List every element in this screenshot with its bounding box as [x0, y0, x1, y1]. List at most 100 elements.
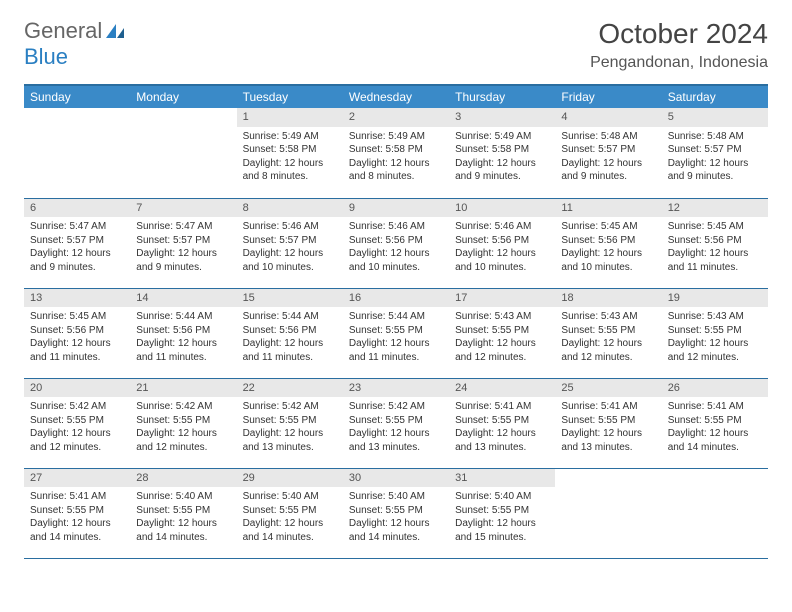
sunrise-text: Sunrise: 5:42 AM [243, 400, 337, 414]
sunset-text: Sunset: 5:56 PM [561, 234, 655, 248]
sunrise-text: Sunrise: 5:41 AM [455, 400, 549, 414]
weekday-header-row: Sunday Monday Tuesday Wednesday Thursday… [24, 85, 768, 108]
day-number: 19 [662, 289, 768, 308]
calendar-day-cell: 27Sunrise: 5:41 AMSunset: 5:55 PMDayligh… [24, 468, 130, 558]
calendar-day-cell: 23Sunrise: 5:42 AMSunset: 5:55 PMDayligh… [343, 378, 449, 468]
day-number: 26 [662, 379, 768, 398]
daylight-text: Daylight: 12 hours and 14 minutes. [243, 517, 337, 544]
day-content: Sunrise: 5:42 AMSunset: 5:55 PMDaylight:… [237, 397, 343, 460]
day-number: 21 [130, 379, 236, 398]
sunset-text: Sunset: 5:55 PM [561, 324, 655, 338]
sunrise-text: Sunrise: 5:46 AM [455, 220, 549, 234]
sunrise-text: Sunrise: 5:47 AM [136, 220, 230, 234]
day-number: 31 [449, 469, 555, 488]
day-number: 2 [343, 108, 449, 127]
daylight-text: Daylight: 12 hours and 11 minutes. [668, 247, 762, 274]
sunset-text: Sunset: 5:55 PM [455, 504, 549, 518]
calendar-day-cell: 8Sunrise: 5:46 AMSunset: 5:57 PMDaylight… [237, 198, 343, 288]
day-content: Sunrise: 5:40 AMSunset: 5:55 PMDaylight:… [130, 487, 236, 550]
daylight-text: Daylight: 12 hours and 9 minutes. [561, 157, 655, 184]
sail-icon [104, 22, 126, 40]
calendar-day-cell: 9Sunrise: 5:46 AMSunset: 5:56 PMDaylight… [343, 198, 449, 288]
day-number: 7 [130, 199, 236, 218]
daylight-text: Daylight: 12 hours and 9 minutes. [455, 157, 549, 184]
brand-part2: Blue [24, 44, 68, 70]
sunset-text: Sunset: 5:57 PM [243, 234, 337, 248]
calendar-day-cell: 21Sunrise: 5:42 AMSunset: 5:55 PMDayligh… [130, 378, 236, 468]
daylight-text: Daylight: 12 hours and 12 minutes. [668, 337, 762, 364]
calendar-day-cell: 10Sunrise: 5:46 AMSunset: 5:56 PMDayligh… [449, 198, 555, 288]
day-content: Sunrise: 5:45 AMSunset: 5:56 PMDaylight:… [24, 307, 130, 370]
calendar-day-cell [130, 108, 236, 198]
calendar-day-cell: 13Sunrise: 5:45 AMSunset: 5:56 PMDayligh… [24, 288, 130, 378]
day-number: 18 [555, 289, 661, 308]
daylight-text: Daylight: 12 hours and 11 minutes. [30, 337, 124, 364]
sunset-text: Sunset: 5:55 PM [243, 504, 337, 518]
calendar-day-cell: 4Sunrise: 5:48 AMSunset: 5:57 PMDaylight… [555, 108, 661, 198]
sunrise-text: Sunrise: 5:44 AM [136, 310, 230, 324]
calendar-day-cell: 29Sunrise: 5:40 AMSunset: 5:55 PMDayligh… [237, 468, 343, 558]
calendar-day-cell: 25Sunrise: 5:41 AMSunset: 5:55 PMDayligh… [555, 378, 661, 468]
weekday-header: Thursday [449, 85, 555, 108]
calendar-week-row: 6Sunrise: 5:47 AMSunset: 5:57 PMDaylight… [24, 198, 768, 288]
sunrise-text: Sunrise: 5:40 AM [455, 490, 549, 504]
day-number: 9 [343, 199, 449, 218]
day-content: Sunrise: 5:40 AMSunset: 5:55 PMDaylight:… [449, 487, 555, 550]
day-number: 23 [343, 379, 449, 398]
day-number: 11 [555, 199, 661, 218]
calendar-week-row: 1Sunrise: 5:49 AMSunset: 5:58 PMDaylight… [24, 108, 768, 198]
weekday-header: Sunday [24, 85, 130, 108]
sunrise-text: Sunrise: 5:41 AM [30, 490, 124, 504]
sunset-text: Sunset: 5:55 PM [136, 504, 230, 518]
month-title: October 2024 [590, 18, 768, 50]
day-content: Sunrise: 5:41 AMSunset: 5:55 PMDaylight:… [555, 397, 661, 460]
day-number: 3 [449, 108, 555, 127]
calendar-day-cell: 3Sunrise: 5:49 AMSunset: 5:58 PMDaylight… [449, 108, 555, 198]
sunrise-text: Sunrise: 5:49 AM [455, 130, 549, 144]
day-content: Sunrise: 5:41 AMSunset: 5:55 PMDaylight:… [24, 487, 130, 550]
calendar-body: 1Sunrise: 5:49 AMSunset: 5:58 PMDaylight… [24, 108, 768, 558]
sunset-text: Sunset: 5:55 PM [455, 324, 549, 338]
day-content: Sunrise: 5:43 AMSunset: 5:55 PMDaylight:… [662, 307, 768, 370]
daylight-text: Daylight: 12 hours and 11 minutes. [243, 337, 337, 364]
sunset-text: Sunset: 5:55 PM [349, 504, 443, 518]
calendar-day-cell: 16Sunrise: 5:44 AMSunset: 5:55 PMDayligh… [343, 288, 449, 378]
daylight-text: Daylight: 12 hours and 13 minutes. [243, 427, 337, 454]
calendar-table: Sunday Monday Tuesday Wednesday Thursday… [24, 84, 768, 559]
sunrise-text: Sunrise: 5:40 AM [243, 490, 337, 504]
day-content: Sunrise: 5:46 AMSunset: 5:56 PMDaylight:… [449, 217, 555, 280]
sunrise-text: Sunrise: 5:43 AM [455, 310, 549, 324]
day-number: 10 [449, 199, 555, 218]
sunset-text: Sunset: 5:55 PM [668, 414, 762, 428]
day-number: 24 [449, 379, 555, 398]
sunset-text: Sunset: 5:58 PM [243, 143, 337, 157]
day-content: Sunrise: 5:40 AMSunset: 5:55 PMDaylight:… [343, 487, 449, 550]
day-number: 25 [555, 379, 661, 398]
day-content: Sunrise: 5:47 AMSunset: 5:57 PMDaylight:… [130, 217, 236, 280]
sunset-text: Sunset: 5:55 PM [136, 414, 230, 428]
calendar-day-cell: 28Sunrise: 5:40 AMSunset: 5:55 PMDayligh… [130, 468, 236, 558]
sunset-text: Sunset: 5:56 PM [349, 234, 443, 248]
sunrise-text: Sunrise: 5:41 AM [668, 400, 762, 414]
daylight-text: Daylight: 12 hours and 13 minutes. [455, 427, 549, 454]
sunrise-text: Sunrise: 5:47 AM [30, 220, 124, 234]
day-content: Sunrise: 5:42 AMSunset: 5:55 PMDaylight:… [130, 397, 236, 460]
day-content: Sunrise: 5:44 AMSunset: 5:56 PMDaylight:… [237, 307, 343, 370]
calendar-day-cell: 7Sunrise: 5:47 AMSunset: 5:57 PMDaylight… [130, 198, 236, 288]
daylight-text: Daylight: 12 hours and 13 minutes. [349, 427, 443, 454]
day-content: Sunrise: 5:41 AMSunset: 5:55 PMDaylight:… [662, 397, 768, 460]
sunrise-text: Sunrise: 5:40 AM [349, 490, 443, 504]
day-content: Sunrise: 5:42 AMSunset: 5:55 PMDaylight:… [24, 397, 130, 460]
day-content: Sunrise: 5:45 AMSunset: 5:56 PMDaylight:… [662, 217, 768, 280]
day-content: Sunrise: 5:48 AMSunset: 5:57 PMDaylight:… [662, 127, 768, 190]
day-number: 17 [449, 289, 555, 308]
calendar-day-cell: 20Sunrise: 5:42 AMSunset: 5:55 PMDayligh… [24, 378, 130, 468]
sunrise-text: Sunrise: 5:41 AM [561, 400, 655, 414]
calendar-day-cell: 15Sunrise: 5:44 AMSunset: 5:56 PMDayligh… [237, 288, 343, 378]
daylight-text: Daylight: 12 hours and 14 minutes. [30, 517, 124, 544]
day-content: Sunrise: 5:49 AMSunset: 5:58 PMDaylight:… [343, 127, 449, 190]
page-header: General October 2024 Pengandonan, Indone… [24, 18, 768, 72]
daylight-text: Daylight: 12 hours and 10 minutes. [455, 247, 549, 274]
day-content: Sunrise: 5:49 AMSunset: 5:58 PMDaylight:… [237, 127, 343, 190]
daylight-text: Daylight: 12 hours and 14 minutes. [668, 427, 762, 454]
